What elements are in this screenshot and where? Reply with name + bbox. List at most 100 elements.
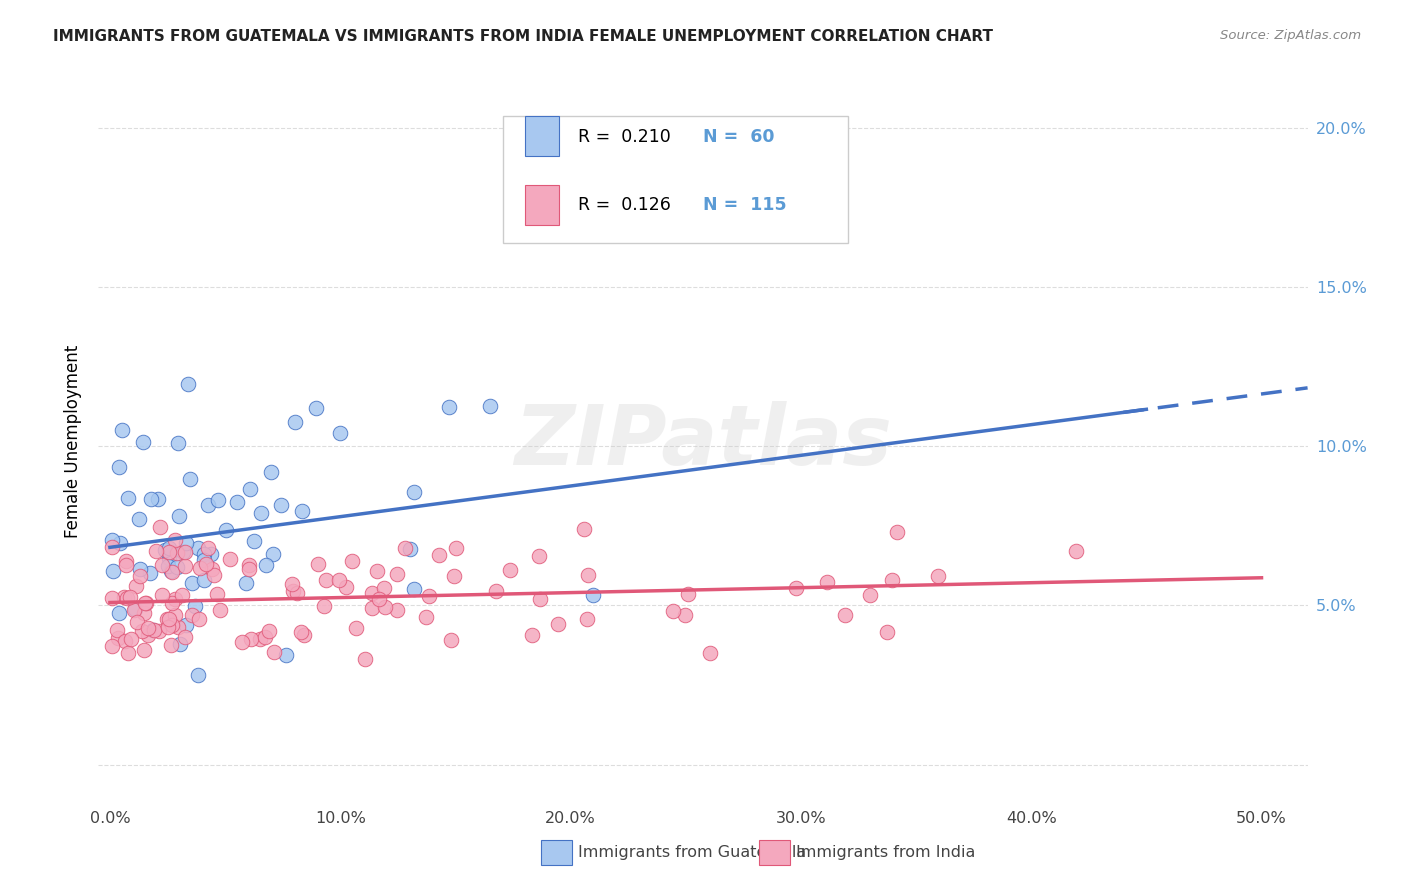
Point xyxy=(243,534,266,549)
Point xyxy=(785,581,807,595)
Point xyxy=(250,506,273,520)
Point xyxy=(547,617,569,632)
Point xyxy=(575,612,598,626)
Point xyxy=(335,580,357,594)
Text: N =  115: N = 115 xyxy=(703,196,786,214)
Point xyxy=(169,637,191,651)
Point xyxy=(254,630,277,644)
Point xyxy=(117,591,139,605)
Point xyxy=(578,568,600,582)
Point xyxy=(374,600,396,615)
Point xyxy=(135,596,157,610)
Point xyxy=(238,558,260,573)
Point xyxy=(157,612,180,626)
Point xyxy=(162,565,184,579)
Point xyxy=(427,548,450,562)
Point xyxy=(156,558,179,573)
Point xyxy=(415,609,437,624)
Point xyxy=(145,543,167,558)
Point xyxy=(215,523,238,537)
Point xyxy=(176,536,198,550)
Point xyxy=(180,608,202,623)
Point xyxy=(440,632,463,647)
Point xyxy=(107,623,129,637)
Point xyxy=(149,520,172,534)
Point xyxy=(163,592,186,607)
Point xyxy=(166,546,188,560)
Point xyxy=(263,645,285,659)
Point xyxy=(402,485,425,500)
Point xyxy=(446,541,468,556)
Point xyxy=(181,576,204,591)
Text: Source: ZipAtlas.com: Source: ZipAtlas.com xyxy=(1220,29,1361,43)
Y-axis label: Female Unemployment: Female Unemployment xyxy=(65,345,83,538)
Bar xyxy=(526,116,560,156)
Point xyxy=(699,646,721,660)
Point xyxy=(187,667,209,681)
Point xyxy=(305,401,328,416)
Point xyxy=(197,498,219,512)
Point xyxy=(197,541,219,555)
Point xyxy=(418,590,440,604)
Point xyxy=(344,621,367,635)
Point xyxy=(134,596,156,610)
Point xyxy=(136,627,159,641)
Point xyxy=(527,549,550,563)
Point xyxy=(101,533,124,547)
Point xyxy=(385,603,408,617)
Point xyxy=(361,585,384,599)
Point xyxy=(262,547,284,561)
Text: ZIPatlas: ZIPatlas xyxy=(515,401,891,482)
Point xyxy=(101,540,124,554)
Point xyxy=(281,577,304,591)
Point xyxy=(177,376,200,391)
Point xyxy=(235,575,257,590)
Point xyxy=(218,552,240,566)
Point xyxy=(187,612,209,626)
Point xyxy=(157,541,180,556)
Point xyxy=(880,573,903,587)
Point xyxy=(101,564,124,578)
Point xyxy=(354,652,377,666)
Point xyxy=(437,400,460,414)
Point xyxy=(307,557,329,571)
Point xyxy=(193,573,215,587)
Point xyxy=(128,512,150,526)
Point xyxy=(834,608,856,623)
Point xyxy=(366,564,388,578)
Point xyxy=(125,615,148,630)
Point xyxy=(125,579,148,593)
Point xyxy=(139,492,162,507)
Point xyxy=(134,606,156,620)
Point xyxy=(117,491,139,505)
Point xyxy=(485,583,508,598)
Point xyxy=(157,545,180,559)
Point xyxy=(101,591,124,605)
Point xyxy=(162,618,184,632)
Point xyxy=(124,602,146,616)
Point xyxy=(285,586,308,600)
Point xyxy=(274,648,297,663)
Text: N =  60: N = 60 xyxy=(703,128,775,145)
Point xyxy=(404,582,426,596)
Point xyxy=(399,542,422,557)
Point xyxy=(142,623,165,637)
Point xyxy=(166,560,188,574)
Point xyxy=(107,606,129,620)
Point xyxy=(529,591,551,606)
Point xyxy=(257,624,280,639)
Point xyxy=(166,436,188,450)
Point xyxy=(394,541,416,556)
Point xyxy=(499,563,522,577)
Point xyxy=(174,618,197,632)
Point xyxy=(118,590,141,604)
Point xyxy=(815,574,838,589)
Point xyxy=(188,561,211,575)
Point xyxy=(859,588,882,602)
Point xyxy=(153,543,176,558)
Text: R =  0.210: R = 0.210 xyxy=(578,128,671,145)
Point xyxy=(281,584,304,599)
Point xyxy=(231,634,253,648)
Point xyxy=(478,399,501,413)
Text: IMMIGRANTS FROM GUATEMALA VS IMMIGRANTS FROM INDIA FEMALE UNEMPLOYMENT CORRELATI: IMMIGRANTS FROM GUATEMALA VS IMMIGRANTS … xyxy=(53,29,994,45)
